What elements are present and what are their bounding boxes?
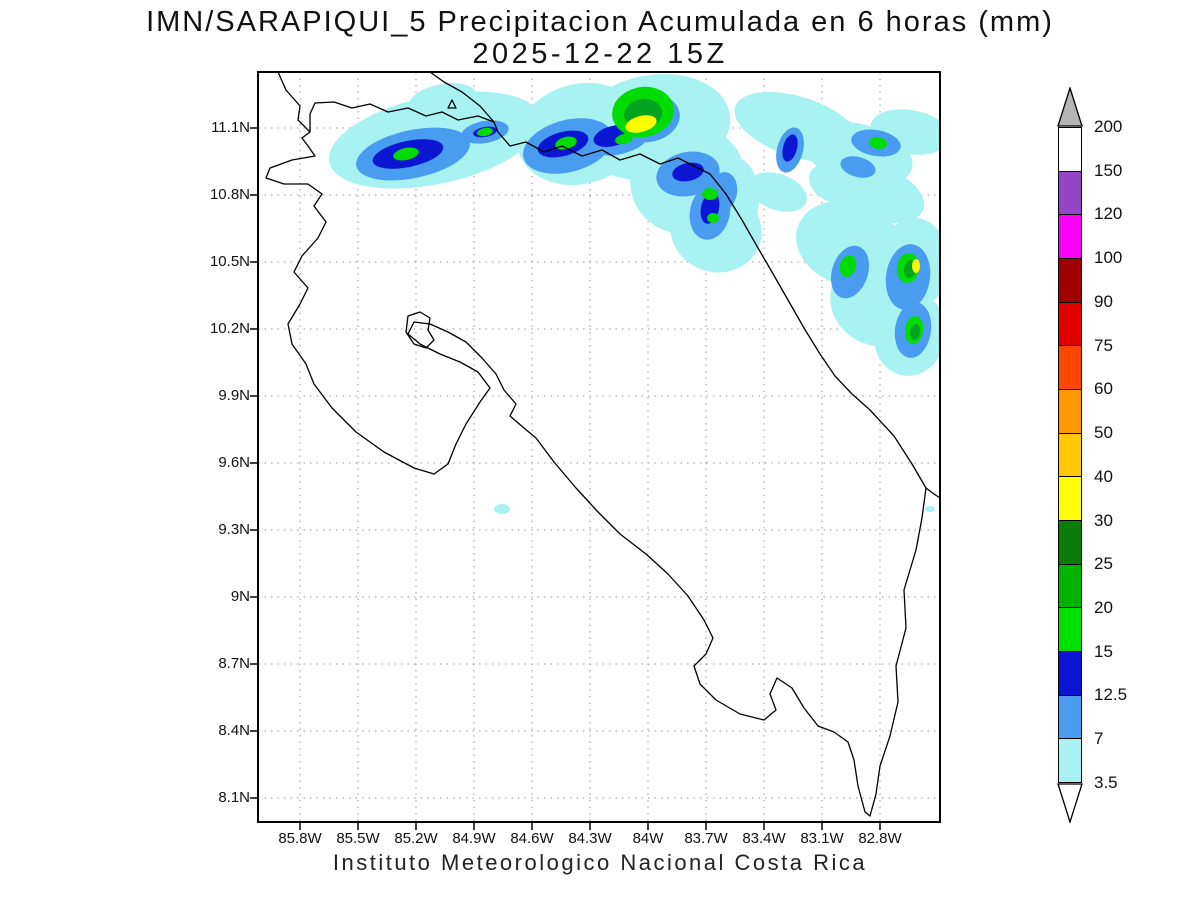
lon-tick-label: 85.8W <box>278 830 322 847</box>
colorbar-segment <box>1059 652 1081 696</box>
lat-tick-label: 10.5N <box>209 253 250 270</box>
lon-tick-label: 85.2W <box>394 830 438 847</box>
colorbar-label: 50 <box>1094 423 1113 442</box>
colorbar-segment <box>1059 302 1081 347</box>
map-valid-time: 2025-12-22 15Z <box>472 38 728 70</box>
colorbar-label: 25 <box>1094 554 1113 573</box>
colorbar-segment <box>1059 433 1081 478</box>
colorbar <box>1058 127 1082 783</box>
lon-tick-label: 83.7W <box>684 830 728 847</box>
colorbar-label: 100 <box>1094 248 1123 267</box>
colorbar-segment <box>1059 346 1081 391</box>
colorbar-label: 200 <box>1094 117 1123 136</box>
coastline-borders <box>265 72 940 817</box>
lat-tick-label: 10.2N <box>209 320 250 337</box>
costa-rica-outline <box>265 72 927 817</box>
lat-tick-label: 9.6N <box>218 454 250 471</box>
colorbar-over-arrow <box>1057 87 1083 127</box>
lon-tick-label: 83.1W <box>800 830 844 847</box>
panama-caribbean-coast <box>925 487 940 499</box>
colorbar-label: 15 <box>1094 642 1113 661</box>
colorbar-label: 60 <box>1094 379 1113 398</box>
colorbar-label: 120 <box>1094 204 1123 223</box>
colorbar-segment <box>1059 259 1081 303</box>
institution-credit: Instituto Meteorologico Nacional Costa R… <box>332 850 868 875</box>
colorbar-label: 150 <box>1094 161 1123 180</box>
colorbar-label: 90 <box>1094 292 1113 311</box>
lon-tick-label: 85.5W <box>336 830 380 847</box>
colorbar-segment <box>1059 564 1081 609</box>
colorbar-segment <box>1059 390 1081 434</box>
colorbar-label: 30 <box>1094 511 1113 530</box>
colorbar-segment <box>1059 477 1081 522</box>
lon-tick-label: 82.8W <box>858 830 902 847</box>
lake-island <box>447 99 457 109</box>
lat-tick-label: 8.4N <box>218 722 250 739</box>
lat-tick-label: 9.3N <box>218 521 250 538</box>
lat-tick-label: 8.1N <box>218 789 250 806</box>
map-title: IMN/SARAPIQUI_5 Precipitacion Acumulada … <box>146 6 1054 38</box>
lon-tick-label: 84W <box>632 830 664 847</box>
lat-tick-label: 11.1N <box>211 119 250 136</box>
lon-tick-label: 84.6W <box>510 830 554 847</box>
colorbar-label: 7 <box>1094 729 1104 748</box>
lon-tick-label: 83.4W <box>742 830 786 847</box>
colorbar-segment <box>1059 521 1081 565</box>
lat-tick-label: 9.9N <box>218 387 250 404</box>
lat-tick-label: 8.7N <box>218 655 250 672</box>
colorbar-under-triangle <box>1057 783 1083 823</box>
colorbar-under-arrow <box>1057 783 1083 823</box>
lon-tick-label: 84.3W <box>568 830 612 847</box>
colorbar-label: 75 <box>1094 336 1113 355</box>
colorbar-segment <box>1059 171 1081 216</box>
axis-ticks <box>250 127 881 830</box>
lon-tick-label: 84.9W <box>452 830 496 847</box>
colorbar-segment <box>1059 608 1081 653</box>
colorbar-label: 12.5 <box>1094 685 1128 704</box>
colorbar-segment <box>1059 215 1081 260</box>
colorbar-segment <box>1059 695 1081 740</box>
lat-tick-label: 10.8N <box>209 186 250 203</box>
colorbar-segment <box>1059 128 1081 172</box>
colorbar-label: 20 <box>1094 598 1113 617</box>
inland-water-body <box>405 311 435 349</box>
colorbar-label: 3.5 <box>1094 773 1118 792</box>
colorbar-segment <box>1059 739 1081 783</box>
colorbar-label: 40 <box>1094 467 1113 486</box>
precipitation-shading <box>328 74 940 514</box>
map-frame <box>257 71 941 823</box>
map-canvas <box>250 71 941 830</box>
lat-tick-label: 9N <box>230 588 250 605</box>
lake-nicaragua-shore <box>429 72 495 123</box>
colorbar-over-triangle <box>1057 87 1083 127</box>
